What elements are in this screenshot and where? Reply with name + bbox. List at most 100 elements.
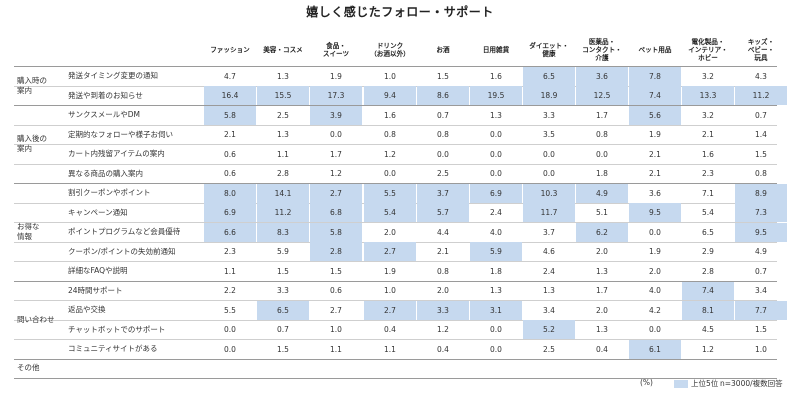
table-cell: 6.5 bbox=[257, 300, 309, 320]
row-label: 24時間サポート bbox=[68, 285, 123, 295]
table-cell: 6.9 bbox=[470, 183, 522, 203]
table-cell: 19.5 bbox=[470, 86, 522, 105]
table-cell: 9.4 bbox=[364, 86, 416, 105]
column-header: キッズ・ ベビー・ 玩具 bbox=[747, 38, 775, 62]
table-cell: 1.2 bbox=[384, 149, 396, 159]
table-cell: 0.0 bbox=[490, 169, 502, 178]
table-cell: 0.0 bbox=[384, 169, 396, 178]
footer-unit: (%) bbox=[640, 378, 653, 387]
table-cell: 5.2 bbox=[523, 320, 575, 339]
legend-swatch bbox=[674, 379, 688, 388]
table-cell: 1.6 bbox=[702, 149, 714, 159]
table-cell: 1.5 bbox=[330, 266, 342, 276]
table-cell: 1.5 bbox=[755, 149, 767, 159]
group-label: その他 bbox=[17, 363, 40, 373]
table-cell: 9.5 bbox=[735, 222, 787, 242]
table-cell: 1.7 bbox=[596, 110, 608, 120]
row-divider bbox=[14, 124, 777, 126]
header-divider bbox=[14, 66, 777, 67]
table-cell: 3.2 bbox=[702, 110, 714, 120]
table-cell: 5.7 bbox=[417, 203, 469, 222]
table-cell: 5.1 bbox=[596, 208, 608, 217]
table-cell: 4.2 bbox=[649, 305, 661, 315]
table-cell: 1.9 bbox=[649, 247, 661, 256]
table-cell: 0.0 bbox=[649, 325, 661, 334]
table-cell: 1.1 bbox=[224, 266, 236, 276]
table-cell: 1.9 bbox=[384, 266, 396, 276]
table-cell: 1.6 bbox=[490, 71, 502, 81]
column-header: お酒 bbox=[436, 46, 450, 54]
table-cell: 4.3 bbox=[755, 71, 767, 81]
table-cell: 18.9 bbox=[523, 86, 575, 105]
table-cell: 2.3 bbox=[224, 247, 236, 256]
table-cell: 0.0 bbox=[543, 169, 555, 178]
table-cell: 1.5 bbox=[437, 71, 449, 81]
table-cell: 0.0 bbox=[649, 227, 661, 237]
table-cell: 2.7 bbox=[310, 183, 362, 203]
table-cell: 2.2 bbox=[224, 286, 236, 295]
row-divider bbox=[14, 222, 777, 223]
table-cell: 1.1 bbox=[384, 344, 396, 354]
table-cell: 2.4 bbox=[543, 266, 555, 276]
table-cell: 5.8 bbox=[204, 105, 256, 125]
table-cell: 3.3 bbox=[417, 300, 469, 320]
table-cell: 4.7 bbox=[224, 71, 236, 81]
row-divider bbox=[14, 339, 777, 340]
table-cell: 0.0 bbox=[490, 344, 502, 354]
table-cell: 1.5 bbox=[755, 325, 767, 334]
group-label: 問い合わせ bbox=[17, 314, 55, 324]
table-cell: 2.4 bbox=[490, 208, 502, 217]
row-label: 返品や交換 bbox=[68, 305, 106, 314]
page-title: 嬉しく感じたフォロー・サポート bbox=[306, 5, 494, 19]
table-cell: 1.0 bbox=[384, 71, 396, 81]
table-cell: 0.6 bbox=[330, 286, 342, 295]
row-label: クーポン/ポイントの失効前通知 bbox=[68, 246, 176, 256]
row-divider bbox=[14, 144, 777, 145]
table-cell: 0.0 bbox=[490, 130, 502, 139]
table-cell: 1.3 bbox=[277, 130, 289, 139]
group-label: お得な 情報 bbox=[17, 221, 40, 241]
table-cell: 1.5 bbox=[277, 344, 289, 354]
table-cell: 3.6 bbox=[576, 66, 628, 86]
table-cell: 3.2 bbox=[702, 71, 714, 81]
table-cell: 2.0 bbox=[596, 247, 608, 256]
table-cell: 2.0 bbox=[649, 266, 661, 276]
row-label: キャンペーン通知 bbox=[68, 207, 128, 217]
table-cell: 2.3 bbox=[702, 169, 714, 178]
table-cell: 3.4 bbox=[543, 305, 555, 315]
group-divider bbox=[14, 378, 777, 379]
table-cell: 0.4 bbox=[384, 325, 396, 334]
table-cell: 3.7 bbox=[417, 183, 469, 203]
table-cell: 3.6 bbox=[649, 188, 661, 198]
table-cell: 5.9 bbox=[277, 247, 289, 256]
table-cell: 6.1 bbox=[629, 339, 681, 359]
table-cell: 8.9 bbox=[735, 183, 787, 203]
table-cell: 0.0 bbox=[330, 130, 342, 139]
row-label: 発送や到着のお知らせ bbox=[68, 90, 143, 100]
table-cell: 1.7 bbox=[596, 286, 608, 295]
group-divider bbox=[14, 358, 777, 360]
table-cell: 0.8 bbox=[384, 130, 396, 139]
table-cell: 8.3 bbox=[257, 222, 309, 242]
row-divider bbox=[14, 261, 777, 262]
table-cell: 1.2 bbox=[330, 169, 342, 178]
table-cell: 0.7 bbox=[755, 266, 767, 276]
table-cell: 6.5 bbox=[523, 66, 575, 86]
table-cell: 8.1 bbox=[682, 300, 734, 320]
table-cell: 1.4 bbox=[755, 130, 767, 139]
table-cell: 0.0 bbox=[490, 325, 502, 334]
table-cell: 7.3 bbox=[735, 203, 787, 222]
unit-label: (%) bbox=[640, 378, 653, 387]
table-cell: 1.6 bbox=[384, 110, 396, 120]
table-cell: 2.0 bbox=[437, 286, 449, 295]
table-cell: 5.4 bbox=[702, 208, 714, 217]
table-cell: 4.9 bbox=[576, 183, 628, 203]
table-cell: 6.6 bbox=[204, 222, 256, 242]
table-cell: 1.3 bbox=[543, 286, 555, 295]
table-cell: 12.5 bbox=[576, 86, 628, 105]
table-cell: 4.0 bbox=[649, 286, 661, 295]
group-divider bbox=[14, 105, 777, 106]
table-cell: 7.1 bbox=[702, 188, 714, 198]
column-header: ドリンク （お酒以外） bbox=[370, 42, 410, 58]
row-label: 詳細なFAQや説明 bbox=[68, 266, 128, 275]
